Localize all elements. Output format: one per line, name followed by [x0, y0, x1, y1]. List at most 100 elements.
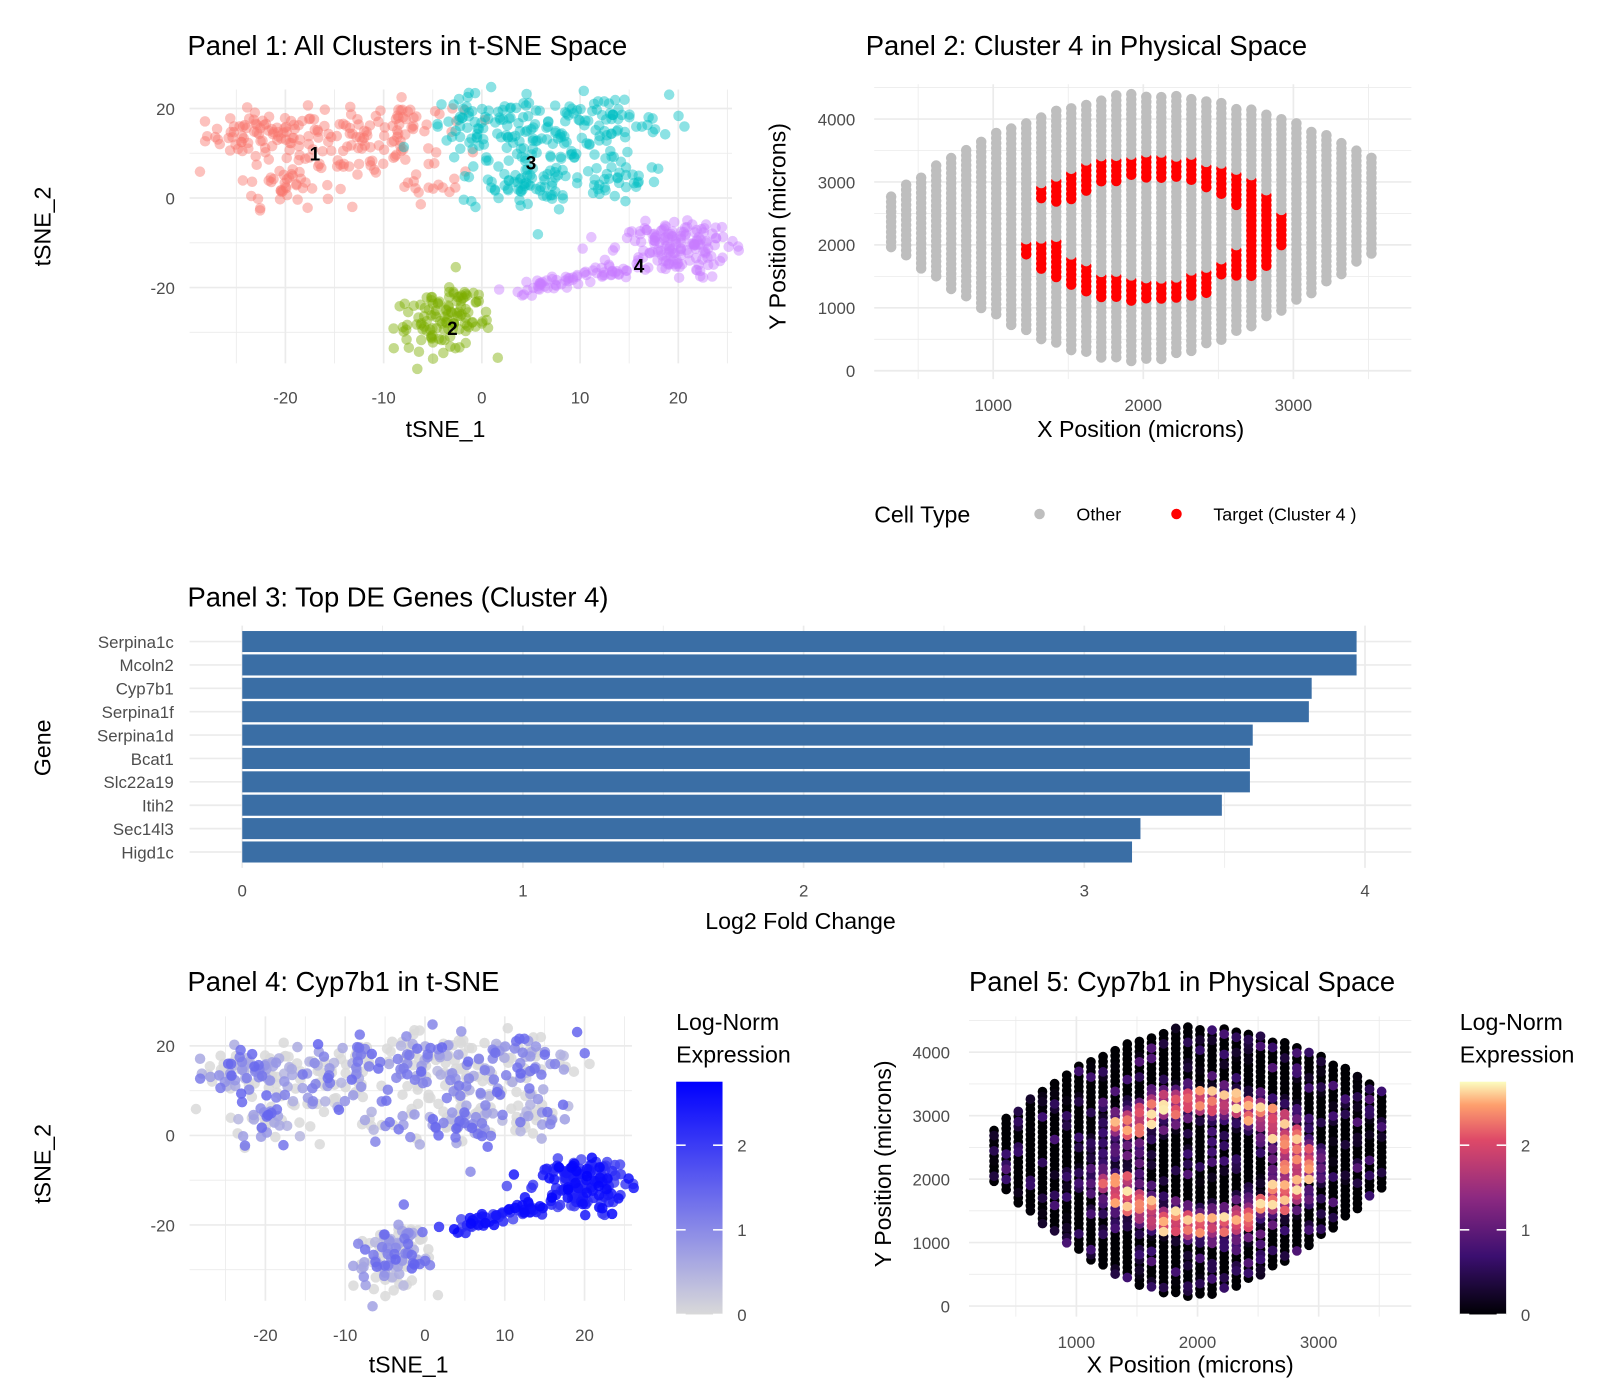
tsne-point-cluster-1: [263, 125, 274, 136]
spot-expression: [1292, 1063, 1302, 1073]
tsne-expression-point: [337, 1042, 348, 1054]
tsne-point-cluster-3: [499, 101, 510, 112]
spot-expression: [1146, 1149, 1157, 1160]
tsne-expression-point: [438, 1117, 449, 1129]
tsne-point-cluster-3: [503, 155, 515, 166]
spot-expression: [1134, 1178, 1145, 1189]
tsne-point-cluster-1: [271, 122, 283, 134]
tsne-point-cluster-1: [279, 177, 291, 189]
tsne-point-cluster-3: [522, 170, 533, 181]
spot-expression: [1219, 1130, 1230, 1141]
tsne-expression-point: [534, 1200, 546, 1212]
spot-expression: [1279, 1251, 1290, 1261]
spot-expression: [1207, 1258, 1217, 1269]
tsne-expression-point: [455, 1037, 467, 1049]
tsne-point-cluster-1: [297, 182, 309, 194]
tsne-point-cluster-1: [307, 144, 319, 155]
spot-expression: [1170, 1226, 1181, 1237]
tsne-expression-point: [402, 1238, 414, 1250]
tsne-point-cluster-3: [614, 167, 625, 178]
tsne-point-cluster-4: [691, 264, 702, 276]
tsne-point-cluster-2: [421, 292, 433, 303]
spot-expression: [1267, 1179, 1278, 1190]
tsne-point-cluster-4: [596, 271, 608, 282]
spot-expression: [1086, 1072, 1096, 1082]
tsne-point-cluster-3: [479, 111, 491, 123]
spot-expression: [1219, 1141, 1230, 1151]
spot-expression: [1086, 1209, 1096, 1219]
tsne-point-cluster-3: [587, 105, 598, 117]
tsne-point-cluster-4: [687, 219, 698, 230]
y-tick-label: -20: [150, 279, 174, 298]
tsne-point-cluster-3: [502, 183, 514, 195]
spot-expression: [1267, 1133, 1278, 1144]
tsne-expression-point: [360, 1279, 371, 1291]
tsne-point-cluster-1: [259, 142, 271, 154]
spot-expression: [1195, 1045, 1205, 1055]
tsne-point-cluster-4: [696, 223, 707, 235]
spot-expression: [1037, 1208, 1048, 1219]
tsne-point-cluster-4: [676, 258, 688, 270]
tsne-point-cluster-4: [649, 232, 661, 243]
spot-expression: [1352, 1071, 1363, 1082]
x-tick-label: 1000: [1058, 1333, 1095, 1352]
tsne-point-cluster-1: [322, 179, 333, 191]
spot-expression: [1037, 1096, 1048, 1107]
spot-expression: [1304, 1083, 1314, 1093]
spot-expression: [1013, 1106, 1024, 1117]
spot-expression: [1279, 1109, 1290, 1119]
tsne-point-cluster-3: [466, 133, 477, 144]
tsne-point-cluster-4: [665, 250, 677, 262]
tsne-point-cluster-2: [421, 315, 433, 327]
tsne-expression-point: [557, 1099, 569, 1111]
spot-expression: [1195, 1065, 1205, 1076]
spot-expression: [1098, 1148, 1108, 1158]
tsne-point-cluster-1: [427, 183, 439, 194]
tsne-expression-point: [222, 1058, 234, 1070]
tsne-expression-point: [491, 1086, 503, 1098]
tsne-point-cluster-4: [637, 252, 649, 263]
tsne-point-cluster-3: [539, 181, 550, 193]
tsne-point-cluster-3: [620, 181, 632, 193]
tsne-expression-point: [423, 1244, 434, 1255]
tsne-point-cluster-4: [671, 254, 682, 266]
tsne-expression-point: [409, 1025, 420, 1036]
tsne-point-cluster-1: [331, 130, 343, 142]
tsne-point-cluster-1: [276, 186, 287, 198]
tsne-point-cluster-3: [553, 204, 565, 215]
tsne-point-cluster-3: [532, 229, 544, 240]
tsne-expression-point: [249, 1061, 260, 1072]
tsne-point-cluster-3: [560, 170, 571, 182]
tsne-expression-point: [579, 1209, 591, 1221]
tsne-point-cluster-4: [681, 221, 693, 233]
spot-expression: [1267, 1199, 1278, 1210]
tsne-point-cluster-4: [603, 259, 615, 271]
tsne-point-cluster-2: [443, 323, 454, 335]
tsne-expression-point: [358, 1261, 369, 1273]
spot-expression: [1316, 1117, 1326, 1128]
tsne-point-cluster-4: [551, 280, 562, 291]
tsne-point-cluster-4: [610, 267, 621, 279]
tsne-point-cluster-3: [512, 184, 524, 195]
tsne-point-cluster-3: [559, 115, 571, 127]
tsne-expression-point: [233, 1113, 244, 1125]
tsne-expression-point: [508, 1169, 520, 1180]
tsne-expression-point: [270, 1057, 282, 1068]
spot-other: [930, 160, 942, 171]
tsne-point-cluster-4: [664, 241, 676, 253]
tsne-point-cluster-2: [443, 291, 455, 303]
spot-expression: [1219, 1080, 1230, 1090]
tsne-point-cluster-3: [555, 132, 567, 143]
tsne-point-cluster-4: [551, 274, 562, 286]
spot-expression: [1134, 1249, 1145, 1260]
spot-expression: [1279, 1164, 1290, 1175]
tsne-point-cluster-2: [448, 286, 459, 298]
tsne-expression-point: [414, 1139, 426, 1150]
tsne-point-cluster-3: [636, 121, 648, 132]
tsne-point-cluster-2: [418, 311, 430, 322]
panel1-title: Panel 1: All Clusters in t-SNE Space: [187, 30, 627, 61]
spot-expression: [1073, 1178, 1084, 1188]
tsne-point-cluster-3: [576, 132, 588, 144]
tsne-point-cluster-1: [406, 122, 417, 133]
tsne-point-cluster-4: [684, 255, 695, 266]
